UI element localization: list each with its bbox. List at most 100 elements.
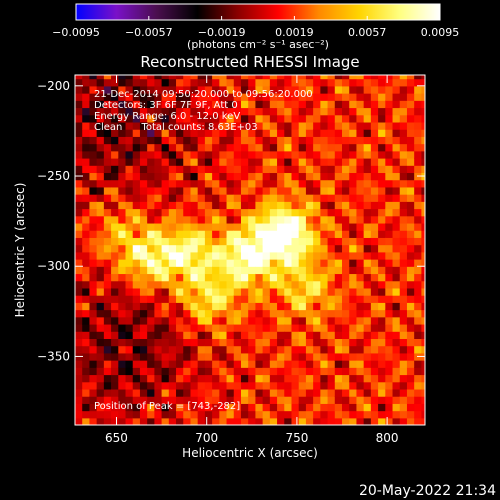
- heatmap-cell: [392, 129, 401, 137]
- heatmap-cell: [248, 75, 257, 80]
- heatmap-cell: [248, 295, 257, 303]
- heatmap-cell: [349, 136, 358, 145]
- heatmap-cell: [269, 352, 278, 361]
- heatmap-cell: [363, 143, 372, 152]
- heatmap-cell: [342, 201, 350, 210]
- x-tick-label: 750: [285, 431, 308, 445]
- heatmap-cell: [89, 345, 98, 354]
- heatmap-cell: [190, 360, 199, 368]
- heatmap-cell: [219, 150, 228, 159]
- heatmap-cell: [363, 381, 372, 390]
- heatmap-cell: [132, 367, 141, 376]
- heatmap-cell: [197, 374, 206, 383]
- heatmap-cell: [378, 165, 386, 174]
- heatmap-cell: [233, 100, 242, 109]
- heatmap-cell: [226, 410, 235, 419]
- heatmap-cell: [327, 150, 336, 159]
- heatmap-cell: [139, 78, 148, 87]
- heatmap-cell: [269, 417, 278, 425]
- heatmap-cell: [269, 165, 278, 174]
- heatmap-cell: [284, 150, 293, 159]
- heatmap-cell: [240, 388, 249, 397]
- heatmap-cell: [176, 186, 184, 195]
- heatmap-cell: [168, 75, 177, 80]
- heatmap-cell: [103, 85, 112, 94]
- heatmap-cell: [305, 78, 314, 87]
- heatmap-cell: [147, 287, 155, 296]
- heatmap-cell: [269, 360, 278, 368]
- heatmap-cell: [111, 280, 119, 289]
- axis-ticks: [75, 75, 425, 425]
- heatmap-cell: [421, 186, 425, 195]
- heatmap-cell: [320, 244, 329, 253]
- heatmap-cell: [349, 417, 358, 425]
- heatmap-cell: [96, 259, 105, 267]
- heatmap-cell: [370, 396, 379, 404]
- heatmap-cell: [240, 367, 249, 376]
- heatmap-cell: [277, 381, 285, 390]
- y-tick-label: −250: [37, 169, 70, 183]
- heatmap-cell: [370, 85, 379, 94]
- heatmap-cell: [147, 201, 155, 210]
- heatmap-cell: [255, 403, 264, 412]
- heatmap-cell: [240, 78, 249, 87]
- heatmap-cell: [356, 388, 365, 397]
- heatmap-cell: [154, 251, 163, 260]
- heatmap-cell: [298, 157, 307, 166]
- heatmap-cell: [305, 309, 314, 318]
- heatmap-cell: [219, 129, 228, 137]
- heatmap-cell: [75, 136, 83, 145]
- heatmap-cell: [103, 403, 112, 412]
- heatmap-cell: [240, 208, 249, 217]
- heatmap-cell: [226, 121, 235, 130]
- heatmap-cell: [269, 78, 278, 87]
- heatmap-cell: [82, 388, 91, 397]
- heatmap-cell: [255, 179, 264, 188]
- heatmap-cell: [277, 396, 285, 404]
- heatmap-cell: [82, 302, 91, 311]
- heatmap-cell: [277, 165, 285, 174]
- heatmap-cell: [298, 107, 307, 116]
- heatmap-cell: [327, 75, 336, 80]
- heatmap-cell: [147, 107, 155, 116]
- heatmap-cell: [111, 287, 119, 296]
- heatmap-cell: [414, 266, 422, 275]
- heatmap-cell: [96, 215, 105, 224]
- heatmap-cell: [118, 143, 127, 152]
- heatmap-cell: [139, 331, 148, 340]
- heatmap-cell: [269, 208, 278, 217]
- heatmap-cell: [168, 331, 177, 340]
- heatmap-cell: [161, 129, 170, 137]
- heatmap-cell: [168, 93, 177, 101]
- heatmap-cell: [132, 266, 141, 275]
- heatmap-cell: [327, 266, 336, 275]
- heatmap-cell: [269, 259, 278, 267]
- heatmap-cell: [392, 345, 401, 354]
- heatmap-cell: [385, 403, 394, 412]
- heatmap-cell: [176, 194, 184, 202]
- heatmap-cell: [356, 93, 365, 101]
- heatmap-cell: [327, 388, 336, 397]
- heatmap-cell: [233, 93, 242, 101]
- heatmap-cell: [125, 93, 134, 101]
- heatmap-cell: [255, 150, 264, 159]
- heatmap-cell: [183, 129, 192, 137]
- heatmap-cell: [212, 280, 220, 289]
- heatmap-cell: [233, 107, 242, 116]
- heatmap-cell: [96, 266, 105, 275]
- heatmap-cell: [118, 150, 127, 159]
- heatmap-cell: [75, 280, 83, 289]
- heatmap-cell: [399, 136, 408, 145]
- heatmap-cell: [370, 273, 379, 282]
- heatmap-cell: [414, 85, 422, 94]
- heatmap-cell: [363, 316, 372, 325]
- heatmap-cell: [363, 222, 372, 231]
- heatmap-cell: [327, 410, 336, 419]
- heatmap-cell: [111, 107, 119, 116]
- heatmap-cell: [75, 129, 83, 137]
- heatmap-cell: [197, 345, 206, 354]
- heatmap-cell: [421, 136, 425, 145]
- heatmap-cell: [82, 215, 91, 224]
- heatmap-cell: [154, 157, 163, 166]
- heatmap-cell: [414, 345, 422, 354]
